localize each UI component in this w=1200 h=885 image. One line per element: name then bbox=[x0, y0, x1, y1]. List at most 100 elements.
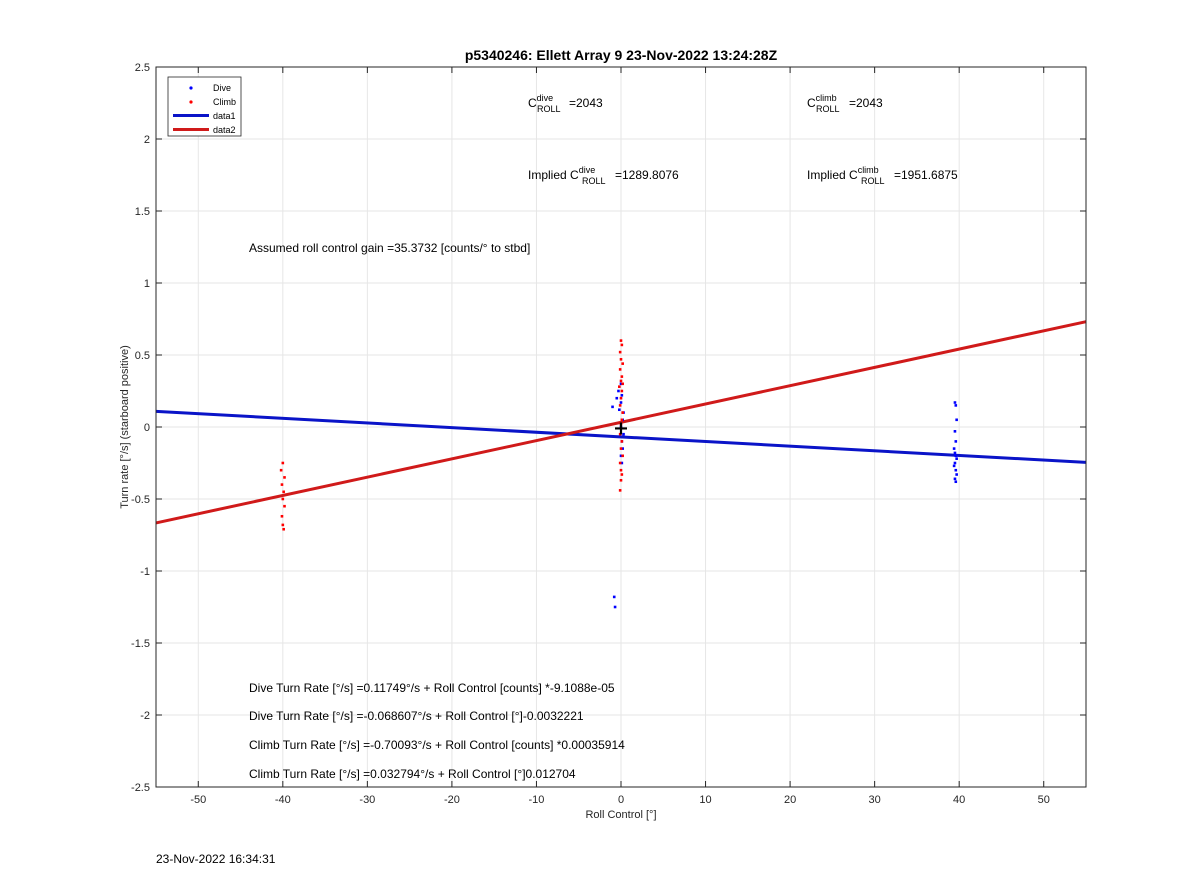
point-climb bbox=[281, 497, 285, 501]
point-climb bbox=[282, 527, 285, 531]
footer-timestamp: 23-Nov-2022 16:34:31 bbox=[156, 852, 276, 866]
legend-climb-marker bbox=[189, 100, 193, 104]
annotation-implied-climb-value: =1951.6875 bbox=[894, 168, 958, 182]
y-tick-label: -0.5 bbox=[131, 494, 150, 506]
x-tick-label: -30 bbox=[359, 794, 375, 806]
tick-labels: -50 -40 -30 -20 -10 0 10 20 30 40 50-2.5-2-1.5-1-0… bbox=[131, 62, 1050, 806]
legend-data2-label: data2 bbox=[213, 125, 236, 135]
legend: Dive Climb data1 data2 bbox=[167, 76, 242, 137]
x-tick-label: -50 bbox=[190, 794, 206, 806]
y-tick-label: 2 bbox=[144, 134, 150, 146]
point-climb bbox=[619, 358, 623, 361]
annotation-c-climb: Cclimb bbox=[807, 93, 837, 110]
point-dive bbox=[620, 394, 624, 397]
y-tick-label: -1 bbox=[140, 566, 150, 578]
point-climb bbox=[618, 350, 622, 354]
point-climb bbox=[618, 404, 622, 407]
point-dive bbox=[622, 432, 625, 436]
point-climb bbox=[619, 478, 623, 482]
x-tick-label: 0 bbox=[618, 794, 624, 806]
point-dive bbox=[611, 405, 614, 409]
chart-title: p5340246: Ellett Array 9 23-Nov-2022 13:… bbox=[465, 47, 778, 63]
legend-box bbox=[167, 76, 242, 137]
point-dive bbox=[620, 461, 624, 465]
y-axis-label: Turn rate [°/s] (starboard positive) bbox=[119, 345, 131, 509]
annotation-c-dive-value: =2043 bbox=[569, 96, 603, 110]
point-dive bbox=[953, 461, 957, 465]
y-tick-label: -1.5 bbox=[131, 638, 150, 650]
annotation-eq-climb-deg: Climb Turn Rate [°/s] =0.032794°/s + Rol… bbox=[249, 767, 576, 781]
legend-dive-marker bbox=[189, 86, 193, 90]
annotation-c-dive-sub: ROLL bbox=[537, 104, 561, 114]
annotation-c-climb-sub: ROLL bbox=[816, 104, 840, 114]
x-tick-label: -20 bbox=[444, 794, 460, 806]
point-dive bbox=[621, 447, 624, 450]
point-climb bbox=[619, 447, 623, 450]
point-climb bbox=[619, 396, 623, 400]
x-tick-label: 10 bbox=[699, 794, 711, 806]
legend-data1-label: data1 bbox=[213, 111, 236, 121]
y-tick-label: 0.5 bbox=[135, 350, 150, 362]
point-dive bbox=[612, 595, 616, 599]
point-dive bbox=[619, 454, 623, 458]
point-climb bbox=[620, 440, 624, 443]
x-tick-label: -10 bbox=[529, 794, 545, 806]
point-climb bbox=[281, 461, 285, 465]
point-climb bbox=[280, 483, 284, 486]
x-tick-label: 30 bbox=[869, 794, 881, 806]
x-tick-label: -40 bbox=[275, 794, 291, 806]
annotation-c-dive: Cdive bbox=[528, 93, 553, 110]
point-climb bbox=[621, 382, 624, 386]
point-climb bbox=[621, 362, 624, 365]
annotation-implied-climb-sub: ROLL bbox=[861, 176, 885, 186]
annotation-eq-dive-counts: Dive Turn Rate [°/s] =0.11749°/s + Roll … bbox=[249, 681, 615, 695]
annotation-implied-climb: Implied Cclimb bbox=[807, 165, 879, 182]
annotation-eq-dive-deg: Dive Turn Rate [°/s] =-0.068607°/s + Rol… bbox=[249, 709, 584, 723]
point-climb bbox=[618, 489, 622, 492]
y-tick-label: 0 bbox=[144, 422, 150, 434]
point-dive bbox=[952, 447, 956, 450]
point-climb bbox=[281, 523, 285, 527]
point-dive bbox=[955, 457, 958, 460]
point-climb bbox=[618, 461, 622, 465]
annotation-implied-dive-value: =1289.8076 bbox=[615, 168, 679, 182]
point-climb bbox=[620, 375, 624, 378]
legend-climb-label: Climb bbox=[213, 97, 236, 107]
point-climb bbox=[619, 379, 623, 383]
point-climb bbox=[621, 454, 624, 458]
y-tick-label: 2.5 bbox=[135, 62, 150, 74]
point-dive bbox=[954, 480, 958, 484]
point-dive bbox=[954, 440, 958, 443]
x-axis-label: Roll Control [°] bbox=[585, 809, 656, 821]
point-climb bbox=[279, 468, 283, 472]
legend-dive-label: Dive bbox=[213, 83, 231, 93]
point-dive bbox=[617, 389, 620, 393]
point-climb bbox=[283, 476, 286, 479]
origin-plus-marker bbox=[615, 422, 627, 435]
y-tick-label: 1 bbox=[144, 278, 150, 290]
fit-line-data2 bbox=[155, 320, 1087, 525]
point-climb bbox=[621, 411, 624, 414]
point-dive bbox=[953, 451, 957, 455]
point-dive bbox=[613, 605, 617, 609]
point-dive bbox=[955, 473, 958, 476]
x-tick-label: 50 bbox=[1038, 794, 1050, 806]
point-dive bbox=[618, 408, 621, 412]
point-dive bbox=[953, 430, 957, 433]
point-climb bbox=[619, 339, 623, 342]
point-dive bbox=[952, 464, 956, 468]
point-climb bbox=[620, 389, 624, 393]
data-layer bbox=[155, 320, 1087, 609]
y-tick-label: 1.5 bbox=[135, 206, 150, 218]
point-dive bbox=[954, 454, 958, 458]
point-climb bbox=[620, 418, 624, 422]
point-climb bbox=[618, 368, 622, 371]
point-dive bbox=[953, 477, 957, 481]
annotation-gain: Assumed roll control gain =35.3732 [coun… bbox=[249, 241, 530, 255]
y-tick-label: -2 bbox=[140, 710, 150, 722]
y-tick-label: -2.5 bbox=[131, 782, 150, 794]
point-climb bbox=[282, 490, 285, 494]
point-dive bbox=[619, 401, 623, 404]
point-climb bbox=[280, 514, 284, 518]
